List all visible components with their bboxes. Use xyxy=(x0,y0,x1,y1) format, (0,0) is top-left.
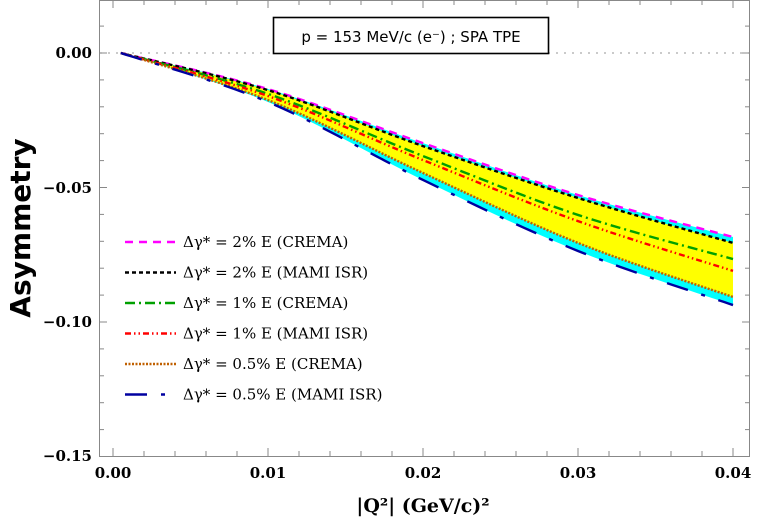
legend-label: Δγ* = 0.5% E (MAMI ISR) xyxy=(183,386,382,404)
x-tick-label: 0.03 xyxy=(560,464,597,482)
x-tick-label: 0.04 xyxy=(715,464,752,482)
plot-frame xyxy=(99,0,750,457)
y-tick-label: 0.00 xyxy=(55,44,92,62)
band-fill xyxy=(120,53,733,297)
y-tick-label: −0.10 xyxy=(43,313,92,331)
y-axis-label: Asymmetry xyxy=(4,138,37,317)
x-tick-label: 0.01 xyxy=(250,464,287,482)
series-line xyxy=(120,51,734,299)
y-tick-label: −0.15 xyxy=(43,447,92,465)
series-line xyxy=(120,51,734,239)
series-line xyxy=(120,51,734,307)
legend-label: Δγ* = 1% E (MAMI ISR) xyxy=(183,325,368,343)
annotation-text: p = 153 MeV/c (e⁻) ; SPA TPE xyxy=(301,28,520,46)
series-lines xyxy=(120,51,734,307)
x-axis-label: |Q²| (GeV/c)² xyxy=(356,495,489,517)
legend-label: Δγ* = 2% E (MAMI ISR) xyxy=(183,264,368,282)
annotation-box: p = 153 MeV/c (e⁻) ; SPA TPE xyxy=(272,16,550,55)
x-tick-label: 0.00 xyxy=(95,464,132,482)
series-line xyxy=(120,51,734,245)
legend: Δγ* = 2% E (CREMA) Δγ* = 2% E (MAMI ISR) Δ… xyxy=(125,233,382,404)
series-line xyxy=(120,51,734,273)
bands xyxy=(120,53,733,306)
y-tick-label: −0.05 xyxy=(43,179,92,197)
legend-label: Δγ* = 0.5% E (CREMA) xyxy=(183,355,363,373)
series-line xyxy=(120,51,734,261)
x-tick-label: 0.02 xyxy=(405,464,442,482)
ticks xyxy=(99,0,750,457)
legend-label: Δγ* = 2% E (CREMA) xyxy=(183,233,348,251)
legend-label: Δγ* = 1% E (CREMA) xyxy=(183,294,348,312)
